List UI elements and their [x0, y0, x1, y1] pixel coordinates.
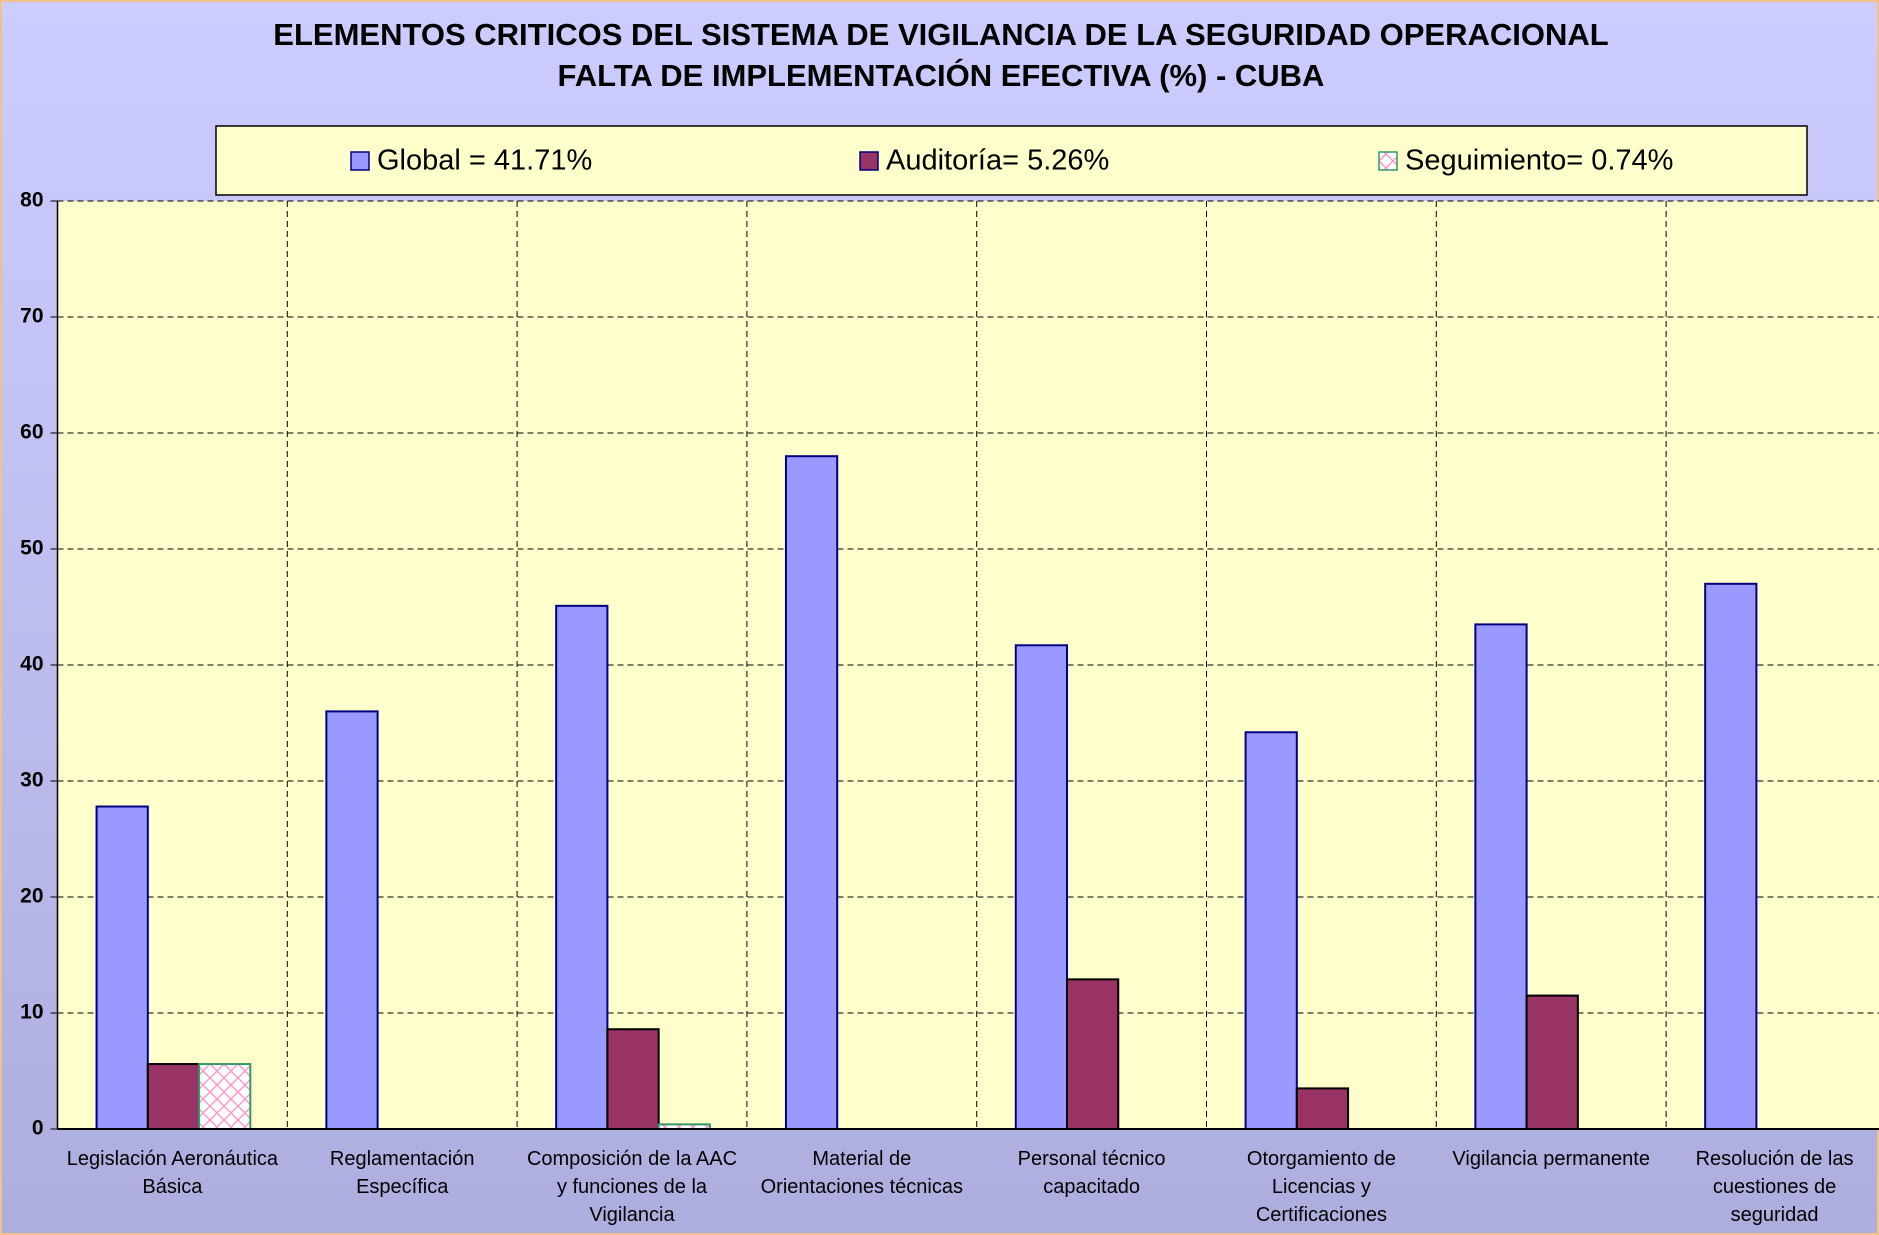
x-tick-label: Legislación Aeronáutica Básica	[66, 1148, 279, 1198]
x-tick-label: Resolución de las cuestiones de segurida…	[1695, 1148, 1854, 1226]
y-tick-label: 30	[20, 769, 43, 792]
y-tick-label: 60	[20, 421, 43, 444]
bar	[1525, 994, 1579, 1130]
legend-label: Auditoría= 5.26%	[886, 145, 1109, 177]
x-tick-label: Vigilancia permanente	[1452, 1148, 1650, 1170]
bar	[1244, 731, 1298, 1131]
legend-swatch	[859, 151, 879, 171]
y-tick-label: 0	[32, 1117, 44, 1140]
y-tick-label: 50	[20, 537, 43, 560]
y-tick-label: 70	[20, 305, 43, 328]
x-tick-label: Material de Orientaciones técnicas	[760, 1148, 963, 1198]
legend-label: Seguimiento= 0.74%	[1405, 145, 1673, 177]
y-tick-label: 20	[20, 885, 43, 908]
bar	[555, 604, 609, 1130]
x-tick-label: Personal técnico capacitado	[1017, 1148, 1166, 1198]
bar	[1295, 1087, 1350, 1131]
legend-label: Global = 41.71%	[377, 145, 592, 177]
bar	[325, 710, 379, 1131]
chart-subtitle: FALTA DE IMPLEMENTACIÓN EFECTIVA (%) - C…	[558, 57, 1325, 93]
chart-title: ELEMENTOS CRITICOS DEL SISTEMA DE VIGILA…	[273, 17, 1608, 52]
bar	[1704, 582, 1758, 1130]
x-tick-label: Reglamentación Específica	[329, 1148, 475, 1198]
bar	[1014, 644, 1069, 1131]
bar	[606, 1028, 660, 1130]
y-tick-label: 10	[20, 1001, 43, 1024]
x-tick-label: Composición de la AAC y funciones de la …	[526, 1148, 738, 1226]
bar	[198, 1063, 252, 1131]
y-tick-label: 40	[20, 653, 43, 676]
legend-swatch	[1378, 151, 1398, 171]
legend-box	[215, 125, 1808, 196]
y-tick-label: 80	[20, 189, 43, 212]
bar	[1066, 978, 1120, 1130]
legend-swatch	[350, 151, 370, 171]
bar	[95, 805, 149, 1131]
bar	[784, 455, 839, 1130]
bar	[146, 1063, 201, 1131]
x-tick-label: Otorgamiento de Licencias y Certificacio…	[1246, 1148, 1396, 1226]
bar	[1474, 623, 1528, 1131]
